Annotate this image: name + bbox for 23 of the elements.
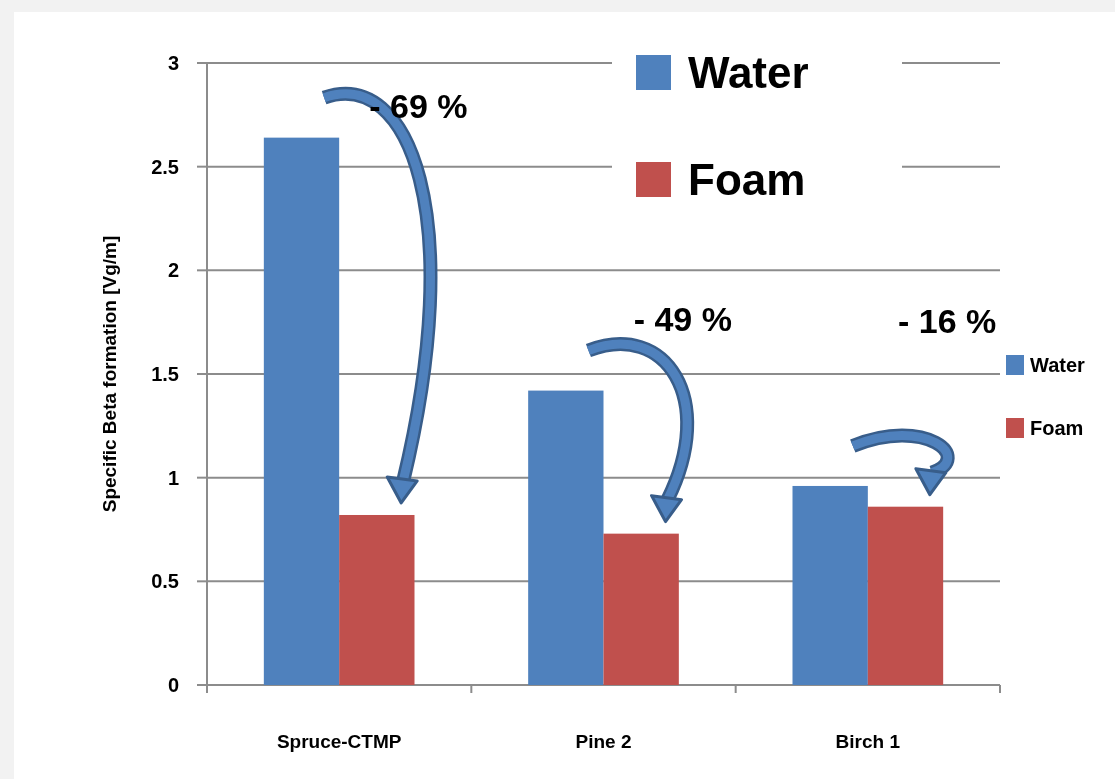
y-tick-label: 0.5	[151, 570, 179, 593]
text: Foam	[688, 154, 806, 204]
annotation: - 49 %	[633, 299, 732, 338]
legend-label: Water	[688, 47, 809, 97]
bar	[339, 514, 415, 685]
bar	[603, 533, 679, 685]
y-tick-label: 1	[167, 466, 179, 489]
y-tick-label: 0	[167, 674, 179, 696]
x-tick-label: Spruce-CTMP	[276, 731, 402, 752]
bar	[792, 485, 868, 685]
y-tick-label: 1.5	[151, 363, 179, 385]
annotation: - 16 %	[898, 301, 997, 340]
bar	[528, 390, 604, 685]
annotation: - 69 %	[369, 87, 468, 125]
legend-label: Foam	[1030, 417, 1084, 440]
bar	[867, 506, 944, 685]
y-tick-label: 2	[167, 259, 179, 282]
y-tick-label: 2.5	[151, 155, 179, 178]
x-tick-label: Birch 1	[835, 731, 901, 752]
y-axis-title: Specific Beta formation [Vg/m]	[99, 235, 120, 513]
y-tick-label: 3	[167, 52, 179, 74]
x-tick-label: Pine 2	[575, 731, 632, 752]
text: Water	[1030, 354, 1085, 377]
